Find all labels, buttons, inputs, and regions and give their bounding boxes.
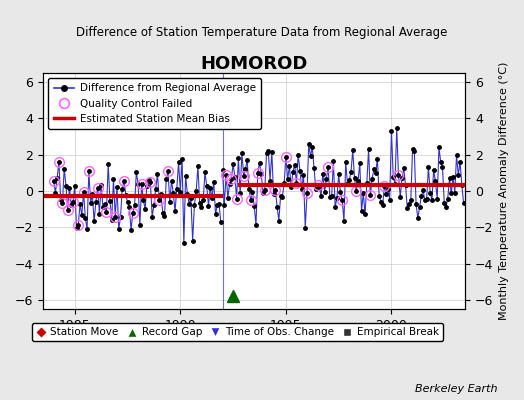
Legend: Station Move, Record Gap, Time of Obs. Change, Empirical Break: Station Move, Record Gap, Time of Obs. C… — [31, 323, 443, 342]
Text: Difference of Station Temperature Data from Regional Average: Difference of Station Temperature Data f… — [77, 26, 447, 39]
Text: Berkeley Earth: Berkeley Earth — [416, 384, 498, 394]
Title: HOMOROD: HOMOROD — [201, 55, 308, 73]
Y-axis label: Monthly Temperature Anomaly Difference (°C): Monthly Temperature Anomaly Difference (… — [499, 62, 509, 320]
